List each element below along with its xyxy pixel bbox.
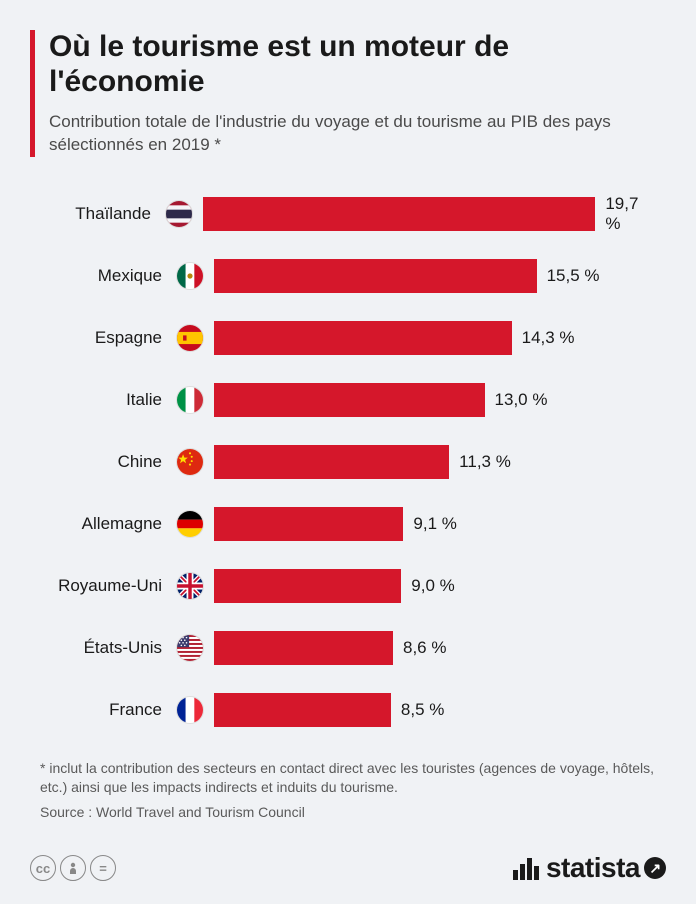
chart-row: Allemagne 9,1 % [40,497,656,551]
bar [214,631,393,665]
header: Où le tourisme est un moteur de l'économ… [30,30,666,157]
country-label: Thaïlande [40,204,159,224]
chart-row: Mexique 15,5 % [40,249,656,303]
bar-area: 13,0 % [214,383,656,417]
bar-area: 15,5 % [214,259,656,293]
bar-value: 8,6 % [403,638,446,658]
country-label: France [40,700,170,720]
bar-value: 9,0 % [411,576,454,596]
bar-area: 8,6 % [214,631,656,665]
cc-nd-icon: = [90,855,116,881]
bar [214,569,401,603]
bar-value: 19,7 % [605,194,656,234]
bar-chart: Thaïlande 19,7 % Mexique 15,5 % Espagne 14,3 … [40,187,656,737]
statista-logo: statista ↗ [513,852,666,884]
bar-value: 15,5 % [547,266,600,286]
chart-subtitle: Contribution totale de l'industrie du vo… [49,111,666,157]
bar [214,445,449,479]
footnote: * inclut la contribution des secteurs en… [40,759,666,798]
country-label: Mexique [40,266,170,286]
chart-row: France 8,5 % [40,683,656,737]
cc-icon: cc [30,855,56,881]
flag-icon [176,324,204,352]
chart-row: Thaïlande 19,7 % [40,187,656,241]
bar-value: 14,3 % [522,328,575,348]
country-label: Royaume-Uni [40,576,170,596]
bar [214,321,512,355]
country-label: Chine [40,452,170,472]
flag-icon [176,262,204,290]
bar [214,383,485,417]
chart-title: Où le tourisme est un moteur de l'économ… [49,30,666,99]
logo-text: statista [546,852,640,884]
bar-value: 13,0 % [495,390,548,410]
bar-area: 14,3 % [214,321,656,355]
flag-icon [176,696,204,724]
bar [214,693,391,727]
bar [214,507,403,541]
flag-icon [176,572,204,600]
flag-icon [176,386,204,414]
flag-icon [176,634,204,662]
bar-area: 8,5 % [214,693,656,727]
source: Source : World Travel and Tourism Counci… [40,804,666,820]
cc-by-icon [60,855,86,881]
chart-row: Chine 11,3 % [40,435,656,489]
bar-value: 11,3 % [459,452,511,472]
flag-icon [165,200,193,228]
country-label: Espagne [40,328,170,348]
chart-row: Italie 13,0 % [40,373,656,427]
bar-area: 9,1 % [214,507,656,541]
bar [214,259,537,293]
country-label: Allemagne [40,514,170,534]
chart-row: États-Unis 8,6 % [40,621,656,675]
bar-value: 9,1 % [413,514,456,534]
bar-area: 9,0 % [214,569,656,603]
bar-value: 8,5 % [401,700,444,720]
footer: cc = statista ↗ [30,852,666,884]
country-label: Italie [40,390,170,410]
flag-icon [176,448,204,476]
chart-row: Royaume-Uni 9,0 % [40,559,656,613]
bar-area: 11,3 % [214,445,656,479]
bar [203,197,595,231]
country-label: États-Unis [40,638,170,658]
flag-icon [176,510,204,538]
bar-area: 19,7 % [203,194,656,234]
chart-row: Espagne 14,3 % [40,311,656,365]
cc-license: cc = [30,855,116,881]
